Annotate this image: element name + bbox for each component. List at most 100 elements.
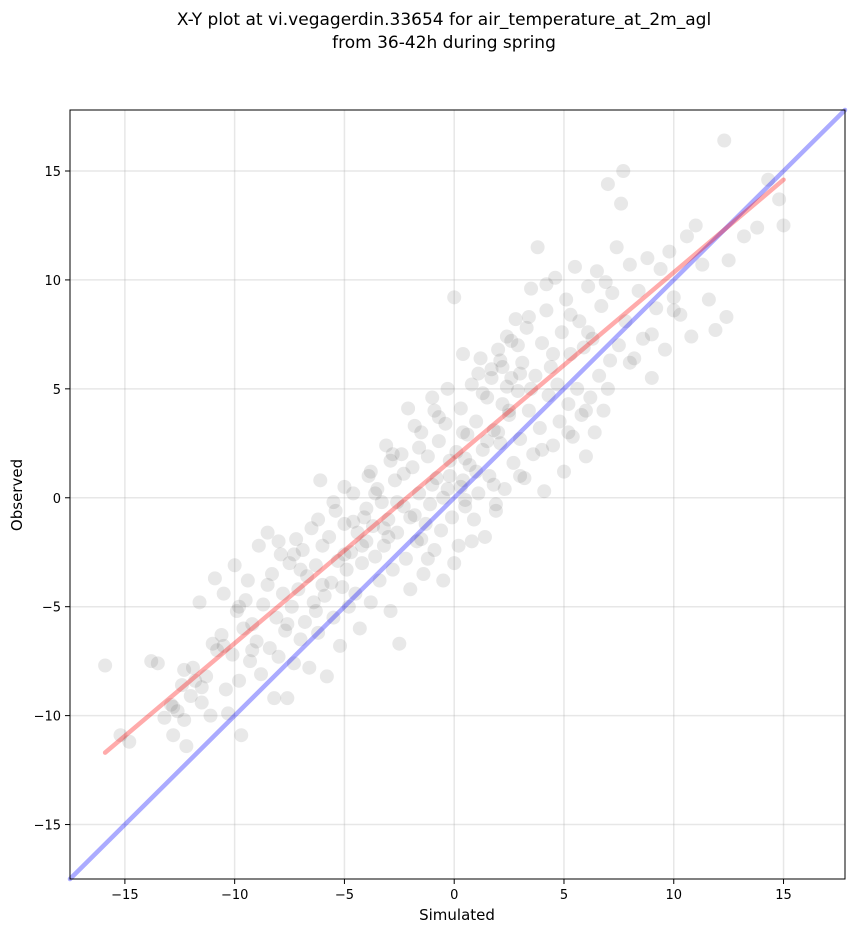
data-point	[319, 669, 334, 684]
data-point	[600, 177, 615, 192]
data-point	[495, 360, 510, 375]
data-point	[216, 638, 231, 653]
data-point	[254, 667, 269, 682]
data-point	[403, 582, 418, 597]
data-point	[354, 538, 369, 553]
data-point	[455, 425, 470, 440]
data-point	[653, 262, 668, 277]
data-point	[390, 525, 405, 540]
data-point	[337, 479, 352, 494]
data-point	[194, 695, 209, 710]
data-point	[521, 309, 536, 324]
data-point	[354, 556, 369, 571]
data-point	[177, 712, 192, 727]
data-point	[466, 512, 481, 527]
y-tick-label: 0	[53, 492, 61, 507]
data-point	[385, 447, 400, 462]
data-point	[183, 689, 198, 704]
data-point	[144, 654, 159, 669]
data-point	[376, 521, 391, 536]
data-point	[326, 610, 341, 625]
data-point	[515, 355, 530, 370]
data-point	[403, 510, 418, 525]
data-point	[442, 453, 457, 468]
y-tick-label: 10	[44, 274, 61, 289]
data-point	[376, 538, 391, 553]
data-point	[486, 477, 501, 492]
y-tick-label: −5	[42, 601, 61, 616]
data-point	[374, 495, 389, 510]
data-point	[471, 486, 486, 501]
data-point	[348, 586, 363, 601]
data-point	[469, 464, 484, 479]
data-point	[392, 636, 407, 651]
data-point	[532, 421, 547, 436]
data-point	[396, 499, 411, 514]
data-point	[284, 599, 299, 614]
data-point	[513, 431, 528, 446]
data-point	[458, 451, 473, 466]
data-point	[113, 728, 128, 743]
data-point	[589, 264, 604, 279]
data-point	[434, 523, 449, 538]
data-point	[455, 346, 470, 361]
data-point	[436, 573, 451, 588]
data-point	[313, 473, 328, 488]
data-point	[488, 503, 503, 518]
data-point	[528, 368, 543, 383]
data-point	[188, 673, 203, 688]
data-point	[398, 551, 413, 566]
data-point	[563, 346, 578, 361]
x-tick-label: −10	[221, 888, 248, 903]
data-point	[163, 697, 178, 712]
data-point	[493, 353, 508, 368]
data-point	[666, 290, 681, 305]
data-point	[543, 360, 558, 375]
data-point	[302, 660, 317, 675]
data-point	[541, 388, 556, 403]
data-point	[622, 257, 637, 272]
data-point	[622, 355, 637, 370]
data-point	[546, 346, 561, 361]
data-point	[449, 445, 464, 460]
data-point	[420, 551, 435, 566]
data-point	[556, 464, 571, 479]
data-point	[554, 325, 569, 340]
data-point	[469, 414, 484, 429]
data-point	[170, 704, 185, 719]
data-point	[227, 558, 242, 573]
data-point	[317, 588, 332, 603]
data-point	[565, 429, 580, 444]
identity-line	[67, 107, 848, 882]
data-point	[286, 656, 301, 671]
data-point	[539, 303, 554, 318]
data-point	[232, 599, 247, 614]
data-point	[381, 529, 396, 544]
data-point	[262, 641, 277, 656]
data-point	[761, 172, 776, 187]
data-point	[383, 604, 398, 619]
data-point	[574, 407, 589, 422]
data-point	[339, 562, 354, 577]
data-point	[460, 427, 475, 442]
data-point	[616, 163, 631, 178]
data-point	[458, 492, 473, 507]
data-point	[519, 320, 534, 335]
data-point	[737, 229, 752, 244]
data-point	[194, 680, 209, 695]
data-point	[333, 638, 348, 653]
data-point	[379, 438, 394, 453]
data-point	[455, 473, 470, 488]
x-tick-label: −5	[335, 888, 354, 903]
data-point	[561, 425, 576, 440]
data-point	[688, 218, 703, 233]
data-point	[260, 525, 275, 540]
data-point	[561, 397, 576, 412]
data-point	[471, 366, 486, 381]
data-point	[506, 455, 521, 470]
data-point	[539, 277, 554, 292]
data-point	[216, 586, 231, 601]
data-point	[609, 240, 624, 255]
data-point	[346, 514, 361, 529]
